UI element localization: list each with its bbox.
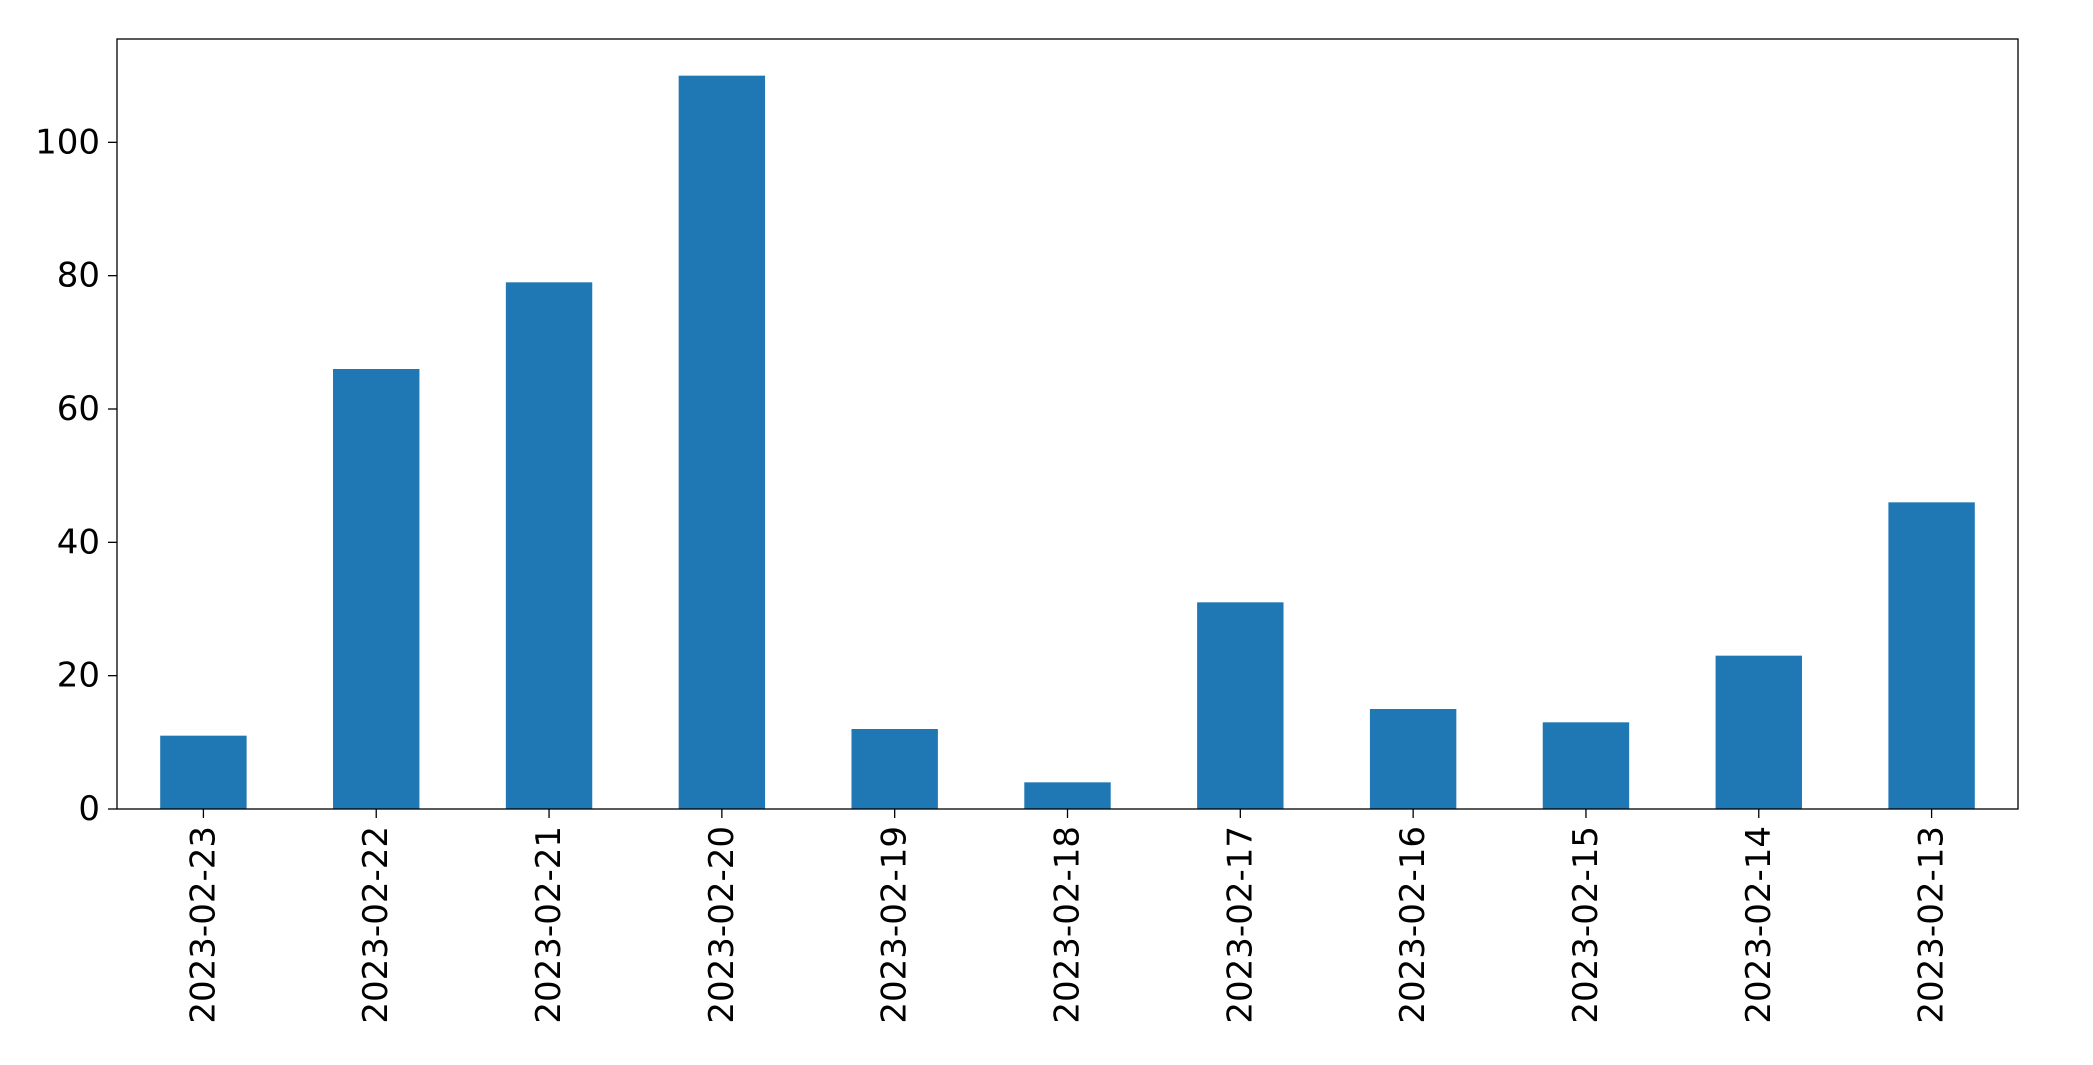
bar-2023-02-19 [851,729,938,809]
bar-2023-02-23 [160,735,247,809]
bar-2023-02-22 [333,369,420,809]
y-tick-label: 80 [57,256,100,296]
x-tick-label: 2023-02-21 [529,826,569,1024]
y-tick-label: 20 [57,656,100,696]
y-tick-label: 60 [57,389,100,429]
y-axis: 0 20 40 60 80 100 [35,122,117,829]
x-tick-label: 2023-02-13 [1912,826,1952,1024]
y-tick-label: 100 [35,122,100,162]
x-tick-label: 2023-02-23 [183,826,223,1024]
x-tick-label: 2023-02-14 [1739,826,1779,1024]
plot-frame [116,38,2019,810]
bar-2023-02-14 [1715,655,1802,809]
bar-2023-02-13 [1888,502,1975,809]
x-tick-label: 2023-02-16 [1393,826,1433,1024]
x-tick-label: 2023-02-20 [702,826,742,1024]
bar-2023-02-16 [1369,709,1457,809]
bar-2023-02-20 [678,75,766,810]
bar-2023-02-15 [1542,722,1630,809]
x-tick-label: 2023-02-18 [1048,826,1088,1024]
y-tick-label: 40 [57,522,100,562]
x-tick-label: 2023-02-15 [1566,826,1606,1024]
y-tick-label: 0 [78,789,100,829]
x-axis: 2023-02-23 2023-02-22 2023-02-21 2023-02-20… [183,809,1952,1024]
x-tick-label: 2023-02-22 [356,826,396,1024]
bar-2023-02-21 [505,282,593,810]
bar-2023-02-17 [1197,602,1284,809]
bar-2023-02-18 [1024,782,1111,809]
x-tick-label: 2023-02-19 [875,826,915,1024]
x-tick-label: 2023-02-17 [1220,826,1260,1024]
bars-layer [160,75,1975,810]
